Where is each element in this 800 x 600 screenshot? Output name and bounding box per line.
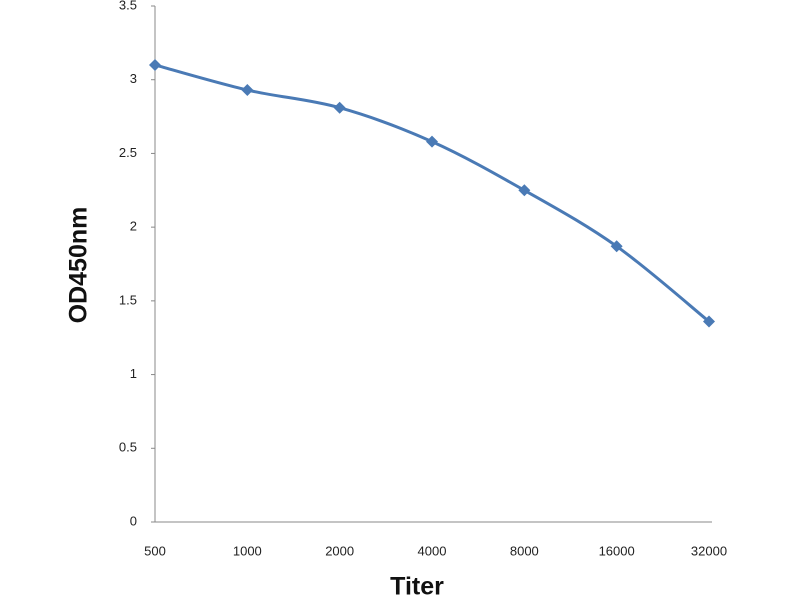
y-tick-label: 0	[130, 513, 137, 528]
y-tick-label: 2	[130, 219, 137, 234]
y-tick-label: 3	[130, 71, 137, 86]
marker	[333, 101, 346, 114]
x-tick-label: 1000	[233, 543, 262, 558]
marker	[241, 84, 254, 97]
marker	[610, 240, 623, 253]
y-tick-label: 1	[130, 366, 137, 381]
x-tick-label: 8000	[510, 543, 539, 558]
marker	[703, 315, 715, 328]
x-tick-label: 2000	[325, 543, 354, 558]
y-tick-label: 2.5	[119, 145, 137, 160]
y-tick-label: 0.5	[119, 440, 137, 455]
x-axis-title: Titer	[390, 573, 444, 600]
x-tick-label: 4000	[418, 543, 447, 558]
y-tick-label: 1.5	[119, 292, 137, 307]
marker	[149, 58, 161, 71]
y-tick-label: 3.5	[119, 0, 137, 12]
x-tick-label: 500	[144, 543, 166, 558]
x-tick-label: 16000	[599, 543, 635, 558]
y-axis-title: OD450nm	[65, 207, 93, 324]
x-tick-label: 32000	[691, 543, 727, 558]
marker	[518, 184, 531, 197]
line	[154, 63, 710, 323]
marker	[426, 135, 438, 148]
